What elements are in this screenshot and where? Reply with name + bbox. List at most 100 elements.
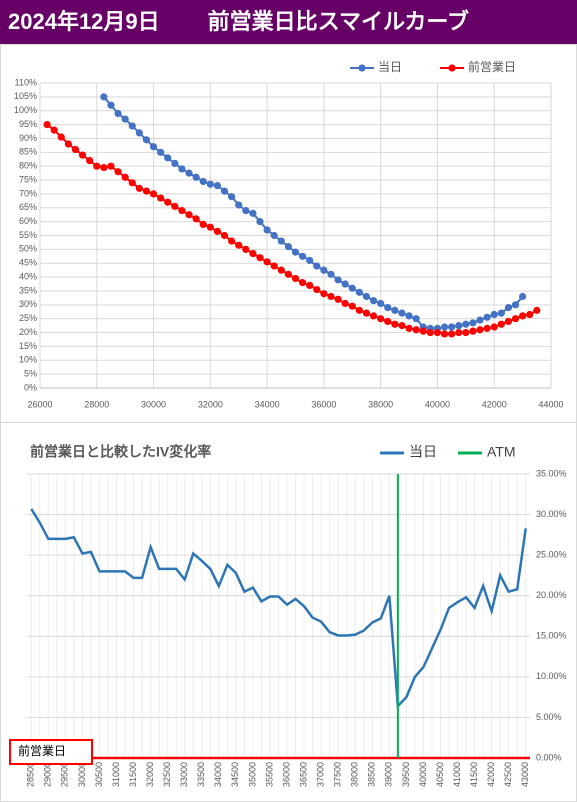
y-tick-label: 30.00%	[536, 509, 567, 519]
point	[355, 306, 363, 314]
point	[284, 270, 293, 278]
y-tick-label: 45%	[19, 258, 37, 268]
y-tick-label: 70%	[19, 188, 37, 198]
point	[341, 299, 349, 308]
baseline-label: 前営業日	[18, 743, 66, 758]
point	[171, 202, 179, 210]
y-tick-label: 15%	[19, 341, 37, 351]
header: 2024年12月9日 前営業日比スマイルカーブ	[0, 0, 577, 44]
point	[362, 309, 371, 317]
point	[249, 249, 257, 258]
point	[377, 299, 385, 308]
point	[448, 330, 456, 338]
header-title: 前営業日比スマイルカーブ	[207, 9, 470, 34]
legend-label: 前営業日	[468, 59, 516, 74]
x-tick-label: 43000	[520, 762, 530, 787]
y-tick-label: 25%	[19, 313, 37, 323]
point	[206, 180, 214, 188]
point	[313, 285, 321, 294]
point	[263, 226, 271, 234]
point	[440, 330, 449, 338]
y-tick-label: 10%	[19, 355, 37, 365]
legend-marker	[358, 64, 366, 72]
point	[483, 313, 491, 321]
series-line	[30, 508, 527, 709]
x-tick-label: 35500	[264, 762, 274, 787]
point	[320, 266, 328, 274]
y-tick-label: 20%	[19, 327, 37, 337]
x-tick-label: 28500	[26, 762, 36, 787]
y-tick-label: 0.00%	[536, 752, 562, 762]
x-tick-label: 41000	[452, 762, 462, 787]
point	[327, 270, 335, 278]
point	[462, 320, 470, 328]
x-tick-label: 30000	[141, 399, 166, 409]
point	[511, 301, 520, 309]
point	[235, 241, 243, 249]
point	[384, 303, 392, 312]
y-tick-label: 90%	[19, 133, 37, 143]
x-tick-label: 38000	[350, 762, 360, 787]
point	[164, 154, 172, 162]
x-tick-label: 33000	[179, 762, 189, 787]
point	[497, 320, 505, 328]
y-tick-label: 30%	[19, 299, 37, 309]
point	[476, 326, 484, 334]
point	[128, 179, 136, 187]
point	[242, 206, 250, 215]
point	[135, 184, 143, 192]
point	[57, 133, 65, 141]
y-tick-label: 35%	[19, 285, 37, 295]
x-tick-label: 37000	[316, 762, 326, 787]
legend-marker	[448, 64, 456, 72]
point	[249, 209, 257, 217]
y-tick-label: 25.00%	[536, 550, 567, 560]
x-tick-label: 36000	[311, 399, 336, 409]
point	[469, 319, 477, 327]
point	[277, 237, 285, 245]
point	[149, 143, 158, 151]
point	[526, 310, 534, 319]
point	[149, 190, 158, 198]
point	[284, 242, 293, 251]
point	[228, 237, 236, 245]
point	[412, 326, 420, 334]
x-tick-label: 36500	[298, 762, 308, 787]
x-tick-label: 38500	[367, 762, 377, 787]
point	[533, 306, 541, 314]
point	[490, 323, 498, 331]
y-tick-label: 0%	[24, 382, 37, 392]
point	[43, 120, 51, 129]
baseline-label-box	[9, 739, 93, 765]
legend-label: 当日	[378, 60, 402, 74]
point	[256, 254, 264, 262]
point	[490, 310, 498, 319]
x-tick-label: 36000	[281, 762, 291, 787]
point	[504, 317, 513, 326]
x-tick-label: 28000	[84, 399, 109, 409]
point	[497, 309, 505, 317]
point	[455, 328, 463, 337]
point	[157, 148, 165, 156]
x-tick-label: 40000	[425, 399, 450, 409]
point	[171, 159, 179, 168]
point	[306, 256, 314, 265]
x-tick-label: 32000	[198, 399, 223, 409]
point	[369, 297, 378, 305]
point	[348, 302, 356, 310]
point	[107, 162, 115, 170]
x-tick-label: 42000	[486, 762, 496, 787]
header-date: 2024年12月9日	[8, 9, 160, 34]
point	[270, 231, 278, 240]
x-tick-label: 40000	[418, 762, 428, 787]
x-tick-label: 42000	[482, 399, 507, 409]
y-tick-label: 65%	[19, 202, 37, 212]
y-tick-label: 55%	[19, 230, 37, 240]
x-tick-label: 31000	[111, 762, 121, 787]
point	[192, 173, 200, 181]
x-tick-label: 35000	[247, 762, 257, 787]
y-tick-label: 100%	[14, 105, 37, 115]
point	[157, 194, 165, 202]
point	[178, 165, 186, 173]
x-tick-label: 42500	[503, 762, 513, 787]
